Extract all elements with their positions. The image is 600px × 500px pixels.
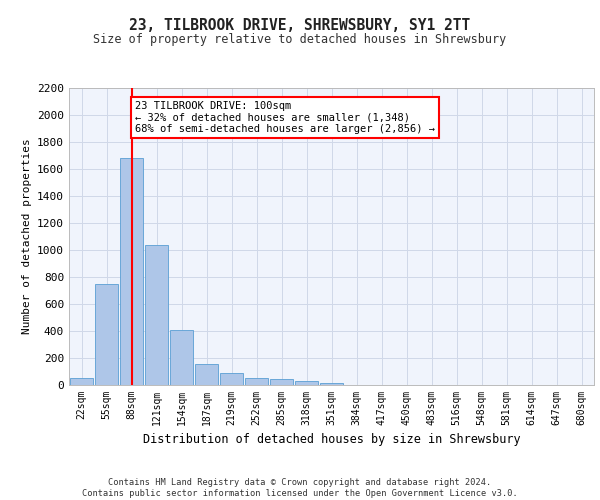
Bar [269,379,293,385]
Bar [245,378,268,385]
Bar [295,382,319,385]
Bar [95,284,118,385]
Bar [220,373,244,385]
Bar [170,330,193,385]
Bar [70,378,94,385]
Bar [145,245,169,385]
Text: 23, TILBROOK DRIVE, SHREWSBURY, SY1 2TT: 23, TILBROOK DRIVE, SHREWSBURY, SY1 2TT [130,18,470,32]
Y-axis label: Number of detached properties: Number of detached properties [22,138,32,334]
Bar [320,382,343,385]
Bar [194,364,218,385]
Bar [119,158,143,385]
Text: Size of property relative to detached houses in Shrewsbury: Size of property relative to detached ho… [94,32,506,46]
X-axis label: Distribution of detached houses by size in Shrewsbury: Distribution of detached houses by size … [143,434,520,446]
Text: Contains HM Land Registry data © Crown copyright and database right 2024.
Contai: Contains HM Land Registry data © Crown c… [82,478,518,498]
Text: 23 TILBROOK DRIVE: 100sqm
← 32% of detached houses are smaller (1,348)
68% of se: 23 TILBROOK DRIVE: 100sqm ← 32% of detac… [135,101,435,134]
